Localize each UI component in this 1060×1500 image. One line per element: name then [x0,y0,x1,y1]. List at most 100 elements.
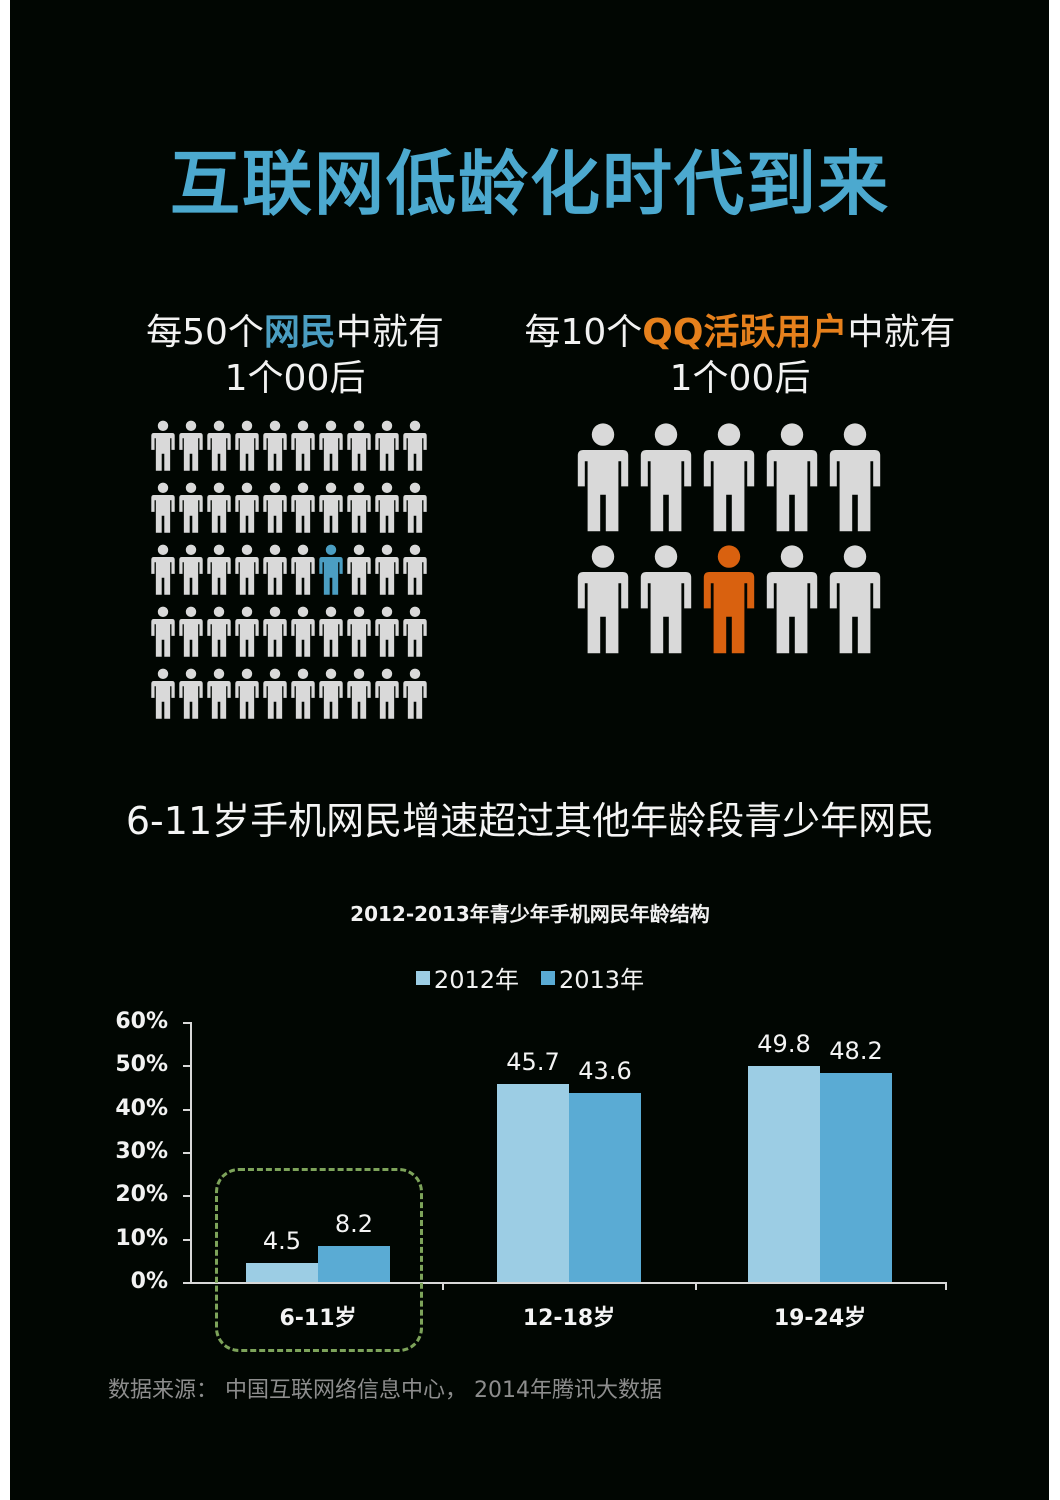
bar-value-label: 43.6 [578,1057,632,1086]
legend-swatch-2013 [541,970,555,985]
bar-2012年-6-11岁 [246,1262,318,1282]
y-tick [183,1282,191,1284]
stat-netizens: 每50个网民中就有 1个00后 [120,310,470,402]
legend-label: 2012年 [433,966,519,994]
person-icon [206,482,234,544]
person-icon [150,668,178,730]
x-tick [945,1282,947,1290]
person-icon [262,482,290,544]
bar-value-label: 45.7 [506,1047,560,1076]
person-icon [234,482,262,544]
chart-legend: 2012年 2013年 [0,960,1060,995]
stat-line2: 1个00后 [224,358,366,399]
person-icon [262,606,290,668]
y-tick-label: 0% [130,1269,168,1294]
bar-2012年-19-24岁 [748,1066,820,1282]
person-icon [234,668,262,730]
bar-value-label: 8.2 [334,1210,374,1239]
person-icon [206,606,234,668]
y-tick [183,1065,191,1068]
bar-2013年-6-11岁 [318,1246,390,1282]
person-icon [701,422,764,544]
y-tick [183,1195,191,1198]
person-icon [374,544,402,606]
person-icon [374,606,402,668]
person-icon [206,668,234,730]
person-icon [827,422,890,544]
x-category-label: 6-11岁 [279,1306,357,1331]
person-icon [290,606,318,668]
person-icon [150,544,178,606]
person-icon [402,668,430,730]
person-icon [178,482,206,544]
person-icon [575,422,638,544]
chart-title: 2012-2013年青少年手机网民年龄结构 [350,902,710,926]
bar-2012年-12-18岁 [497,1083,569,1282]
x-tick [442,1282,444,1290]
y-tick-label: 60% [115,1009,168,1034]
y-tick [183,1022,191,1024]
person-icon [346,420,374,482]
person-icon [178,668,206,730]
bar-2013年-19-24岁 [820,1073,892,1282]
person-icon [374,668,402,730]
person-icon [374,420,402,482]
person-icon [318,606,346,668]
person-icon [402,606,430,668]
person-icon [318,482,346,544]
person-icon [346,544,374,606]
person-icon [638,544,701,666]
person-icon [764,422,827,544]
person-icon [764,544,827,666]
y-tick [183,1108,191,1111]
person-icon [150,420,178,482]
person-icon [178,544,206,606]
page-title: 互联网低龄化时代到来 [170,143,890,225]
person-icon [402,420,430,482]
x-tick [695,1282,697,1290]
bar-value-label: 4.5 [262,1226,302,1255]
people-grid-50 [150,420,430,730]
person-icon [262,544,290,606]
y-tick-label: 40% [115,1095,168,1121]
person-icon [346,668,374,730]
legend-item-2012: 2012年 [415,960,519,995]
person-icon [346,606,374,668]
x-category-label: 12-18岁 [522,1306,616,1331]
person-icon [827,544,890,666]
person-icon [150,482,178,544]
person-icon-highlighted [318,544,346,606]
y-axis [190,1022,192,1284]
x-category-label: 19-24岁 [773,1306,867,1331]
stat-suffix: 中就有 [847,312,956,353]
person-icon [290,420,318,482]
stat-highlight: 网民 [263,312,336,353]
y-tick-label: 20% [115,1182,168,1208]
person-icon [150,606,178,668]
highlight-box-6-11 [215,1168,423,1352]
person-icon [575,544,638,666]
people-grid-10 [575,422,890,666]
stat-qq-users: 每10个QQ活跃用户中就有 1个00后 [500,310,980,402]
person-icon-highlighted [701,544,764,666]
data-source: 数据来源： 中国互联网络信息中心， 2014年腾讯大数据 [108,1378,662,1403]
legend-item-2013: 2013年 [541,960,644,995]
stat-highlight: QQ活跃用户 [642,312,848,353]
person-icon [318,668,346,730]
y-tick [183,1152,191,1154]
person-icon [206,420,234,482]
stat-prefix: 每50个 [146,312,264,353]
legend-swatch-2012 [415,970,430,985]
person-icon [262,420,290,482]
y-tick-label: 10% [115,1225,168,1251]
x-axis [190,1282,947,1284]
person-icon [346,482,374,544]
person-icon [234,606,262,668]
y-tick-label: 30% [115,1139,168,1164]
stat-suffix: 中就有 [335,312,444,353]
person-icon [178,420,206,482]
person-icon [318,420,346,482]
person-icon [402,544,430,606]
stat-line2: 1个00后 [669,358,811,399]
person-icon [234,420,262,482]
